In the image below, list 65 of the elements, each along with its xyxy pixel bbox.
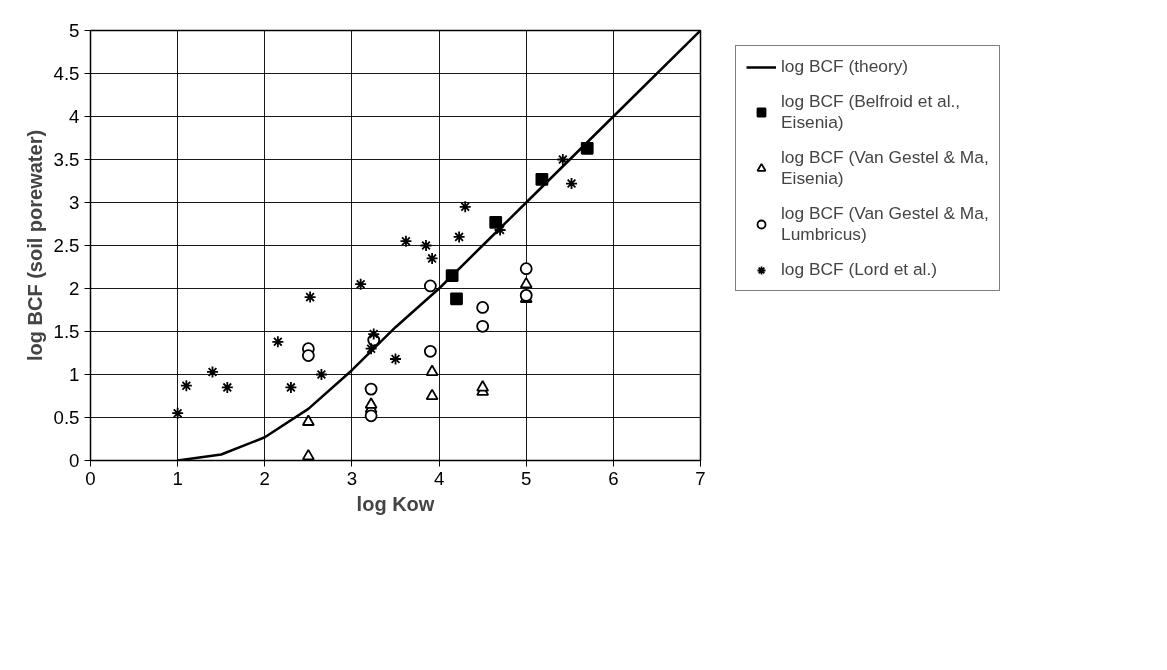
point [301,414,315,426]
point [535,172,549,186]
y-tick-label: 2 [69,278,80,299]
point [450,292,463,306]
x-tick-label: 0 [85,467,96,489]
y-tick-label: 4 [69,106,80,127]
point [476,380,490,392]
x-tick-label: 2 [259,467,270,489]
point [489,215,503,229]
point [423,279,437,293]
point [399,234,413,248]
y-tick-label: 5 [69,20,80,41]
point [301,448,315,461]
x-tick-label: 6 [608,467,619,489]
legend-label: log BCF (theory) [781,56,909,77]
y-tick-label: 1 [69,364,80,385]
point [354,277,368,291]
x-axis-title: log Kow [356,492,435,515]
legend-label: log BCF (Van Gestel & Ma, Lumbricus) [781,203,989,245]
x-tick-label: 7 [695,467,706,489]
point [364,342,378,356]
point [556,153,570,166]
point [364,397,378,409]
point [425,364,439,376]
point [580,141,594,155]
y-tick-label: 0 [69,450,80,471]
point [476,301,490,314]
y-axis-title: log BCF (soil porewater) [23,129,46,362]
point [315,368,328,381]
point [271,335,285,349]
point [519,276,533,289]
point [364,409,378,423]
y-tick-label: 4.5 [53,63,80,84]
point [220,381,234,394]
point [425,388,439,401]
point [445,269,459,282]
point [565,177,578,190]
point [389,352,402,366]
point [452,230,466,244]
x-tick-label: 5 [521,467,532,489]
legend-label: log BCF (Belfroid et al., Eisenia) [781,91,961,133]
point [423,344,437,358]
point [206,365,219,379]
point [303,290,317,304]
point [458,200,472,214]
point [425,252,439,265]
point [476,319,490,333]
point [419,239,433,252]
point [284,381,298,394]
y-tick-label: 3 [69,192,80,213]
point [519,262,533,276]
y-tick-label: 3.5 [53,149,80,170]
point [179,379,193,393]
x-tick-label: 1 [172,467,183,489]
point [171,406,185,420]
point [301,349,315,362]
point [364,382,378,396]
y-tick-label: 2.5 [53,235,80,256]
point [367,327,381,341]
legend-label: log BCF (Lord et al.) [781,259,938,280]
legend-label: log BCF (Van Gestel & Ma, Eisenia) [781,147,989,189]
x-tick-label: 3 [346,467,358,489]
y-tick-label: 1.5 [53,321,80,342]
x-tick-label: 4 [433,467,445,489]
y-tick-label: 0.5 [53,407,80,428]
